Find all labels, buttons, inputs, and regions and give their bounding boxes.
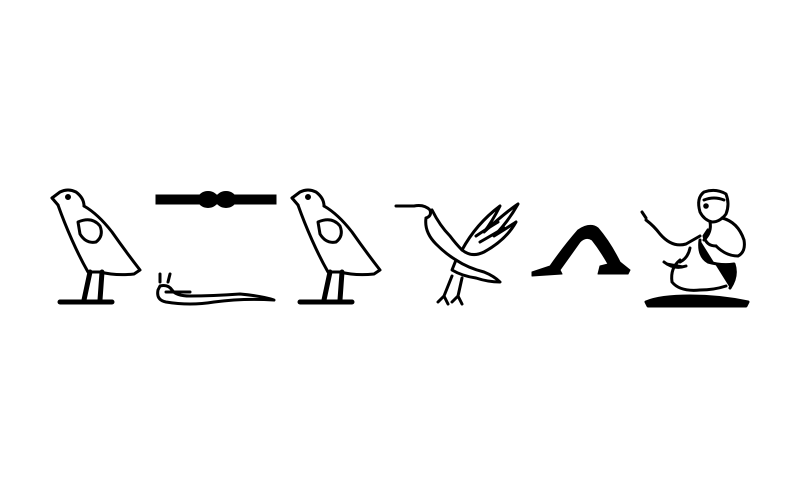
pintail-duck-icon xyxy=(394,202,520,306)
bolt-icon xyxy=(155,191,277,208)
horned-viper-icon xyxy=(156,272,276,306)
vulture-icon xyxy=(50,188,142,305)
seated-man-icon xyxy=(640,188,750,308)
vulture-icon xyxy=(290,188,382,305)
walking-legs-icon xyxy=(531,224,631,277)
